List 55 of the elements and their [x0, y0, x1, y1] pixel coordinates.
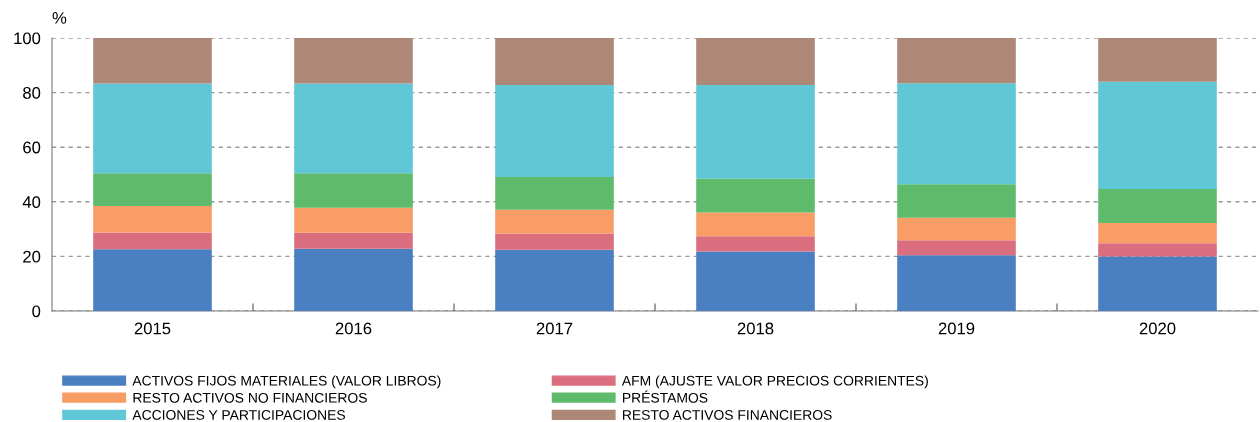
- bar: [696, 38, 815, 85]
- bar: [897, 217, 1016, 241]
- bar: [93, 249, 212, 311]
- bar: [294, 207, 413, 233]
- x-tick-label: 2020: [1139, 322, 1176, 335]
- y-axis-title: %: [52, 12, 67, 24]
- bar: [93, 232, 212, 250]
- y-tick-label: 40: [22, 196, 41, 208]
- bar: [294, 38, 413, 84]
- bar: [294, 232, 413, 249]
- bar: [1098, 81, 1217, 189]
- bar: [495, 249, 614, 311]
- bar: [93, 83, 212, 174]
- y-tick-label: 80: [23, 87, 41, 99]
- y-tick-label: 60: [23, 141, 41, 154]
- bar: [495, 209, 614, 234]
- x-tick-label: 2018: [737, 322, 774, 335]
- bar: [897, 184, 1016, 218]
- bar: [897, 38, 1016, 84]
- bar: [897, 83, 1016, 185]
- x-tick-label: 2015: [134, 322, 171, 335]
- legend-label: RESTO ACTIVOS FINANCIEROS: [623, 410, 832, 420]
- bar: [1098, 243, 1217, 257]
- bar: [696, 236, 815, 252]
- bar: [897, 240, 1016, 256]
- y-tick-label: 0: [32, 305, 41, 318]
- bar: [1098, 223, 1217, 244]
- x-tick-label: 2016: [335, 322, 372, 335]
- x-tick-label: 2019: [938, 322, 975, 335]
- legend-label: ACTIVOS FIJOS MATERIALES (VALOR LIBROS): [132, 375, 441, 389]
- legend-label: PRÉSTAMOS: [623, 390, 708, 403]
- bar: [696, 178, 815, 213]
- bar: [294, 83, 413, 174]
- legend-label: ACCIONES Y PARTICIPACIONES: [132, 410, 346, 420]
- legend-label: RESTO ACTIVOS NO FINANCIEROS: [133, 392, 367, 403]
- bar: [495, 84, 614, 177]
- legend-label: AFM (AJUSTE VALOR PRECIOS CORRIENTES): [621, 375, 928, 389]
- bar: [93, 38, 212, 84]
- bar: [696, 212, 815, 237]
- bar: [696, 251, 815, 311]
- bar: [93, 205, 212, 233]
- bar: [696, 84, 815, 179]
- y-tick-label: 20: [23, 250, 41, 263]
- bar: [294, 248, 413, 311]
- bar: [1098, 188, 1217, 224]
- bar: [294, 173, 413, 208]
- y-tick-label: 100: [14, 32, 41, 45]
- bar: [495, 176, 614, 210]
- bar: [1098, 256, 1217, 311]
- bar: [897, 255, 1016, 311]
- bar: [1098, 38, 1217, 82]
- bar: [93, 173, 212, 206]
- bar: [495, 233, 614, 250]
- bar: [495, 38, 614, 85]
- x-tick-label: 2017: [536, 322, 573, 335]
